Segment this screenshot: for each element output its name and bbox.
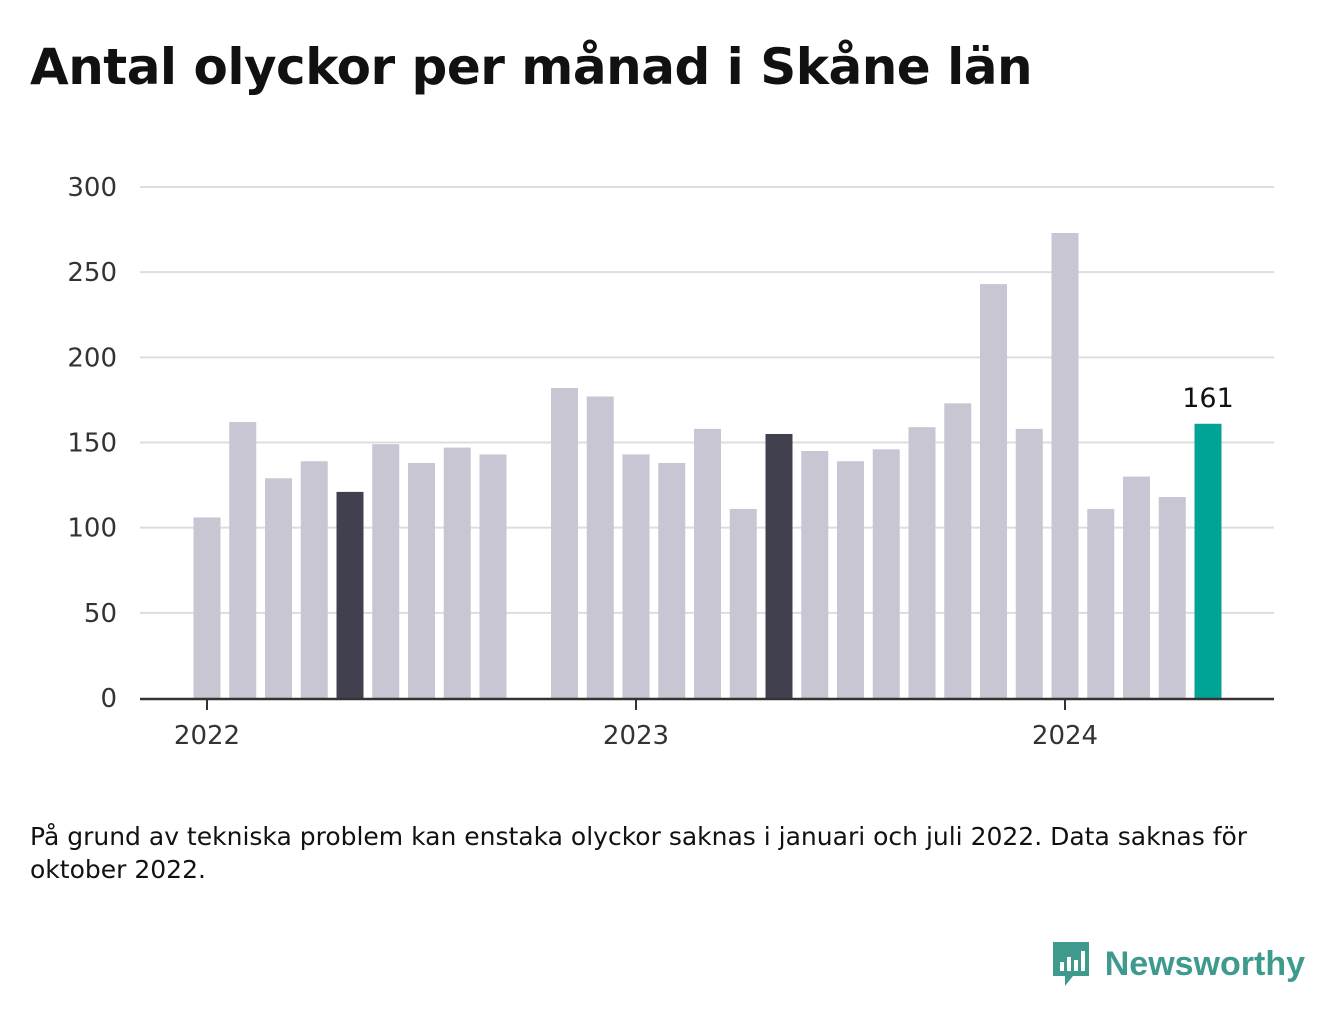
bar-2024-02: [1087, 508, 1115, 698]
x-tick-label: 2024: [1032, 721, 1098, 751]
bar-2023-01: [622, 454, 650, 698]
bar-2023-02: [658, 462, 686, 698]
bar-2022-08: [443, 447, 471, 698]
bar-2022-09: [479, 454, 507, 698]
bar-2023-07: [837, 461, 864, 698]
footnote: På grund av tekniska problem kan enstaka…: [30, 822, 1248, 884]
bar-2022-11: [551, 387, 578, 698]
bar-2023-05: [765, 433, 793, 698]
y-tick-label: 100: [67, 514, 117, 544]
y-tick-label: 50: [84, 599, 117, 629]
bar-chart: 0 50 100 150 200 250 300 2022 2023 2024 161: [67, 173, 1274, 751]
labels: 0 50 100 150 200 250 300 2022 2023 2024 161: [67, 173, 1274, 751]
x-tick-label: 2023: [603, 721, 669, 751]
x-tick-label: 2022: [174, 721, 240, 751]
y-tick-label: 300: [67, 173, 117, 203]
bar-2022-03: [265, 478, 292, 698]
bar-2024-04: [1158, 497, 1186, 698]
chart-title: Antal olyckor per månad i Skåne län: [30, 38, 1033, 96]
y-tick-label: 250: [67, 258, 117, 288]
bar-2022-12: [586, 396, 614, 698]
bar-2023-12: [1015, 428, 1043, 698]
y-tick-label: 200: [67, 343, 117, 373]
bar-2022-06: [372, 444, 400, 698]
bar-2023-10: [944, 403, 972, 698]
bar-2023-06: [801, 451, 829, 698]
bar-2023-11: [980, 284, 1007, 698]
brand-logo[interactable]: Newsworthy: [1051, 940, 1305, 988]
bar-2022-01: [193, 517, 221, 698]
bar-2023-09: [908, 427, 936, 698]
y-tick-label: 0: [100, 684, 117, 714]
bar-2022-07: [408, 462, 435, 698]
bar-2024-05: [1194, 423, 1222, 698]
bars: [193, 232, 1222, 699]
bar-2023-03: [694, 428, 721, 698]
newsworthy-icon: [1052, 942, 1089, 986]
bar-2023-08: [872, 449, 900, 698]
bar-2024-03: [1123, 476, 1150, 698]
bar-2022-05: [336, 491, 364, 698]
bar-2022-04: [300, 461, 328, 698]
bar-2023-04: [729, 508, 757, 698]
brand-name: Newsworthy: [1104, 944, 1305, 983]
bar-2022-02: [229, 422, 257, 698]
data-label: 161: [1182, 383, 1234, 414]
bar-2024-01: [1051, 232, 1079, 699]
y-tick-label: 150: [67, 429, 117, 459]
